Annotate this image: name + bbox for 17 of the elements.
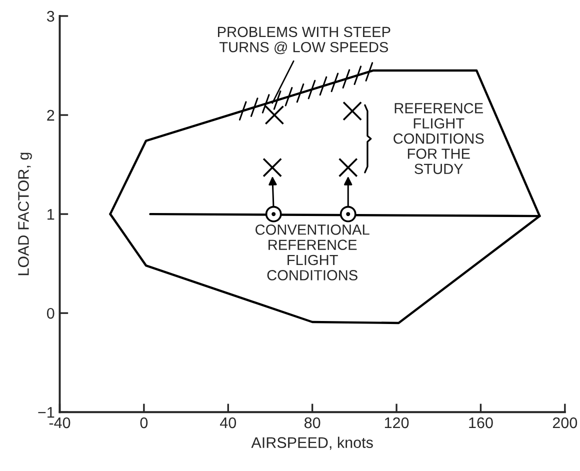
y-tick-label: 3: [46, 10, 54, 22]
x-axis-title: AIRSPEED, knots: [251, 436, 373, 450]
y-tick-label: 0: [46, 308, 54, 319]
y-tick-label: −1: [38, 407, 54, 418]
annotation: CONVENTIONAL REFERENCE FLIGHT CONDITIONS: [256, 224, 370, 280]
annotation: PROBLEMS WITH STEEP TURNS @ LOW SPEEDS: [218, 26, 390, 54]
x-tick-label: -40: [49, 417, 70, 428]
x-tick-label: 80: [304, 417, 320, 428]
y-tick-label: 2: [47, 110, 54, 121]
annotation: REFERENCE FLIGHT CONDITIONS FOR THE STUDY: [394, 103, 484, 174]
x-tick-label: 0: [140, 417, 148, 428]
y-tick-label: 1: [48, 209, 54, 220]
x-tick-label: 40: [220, 417, 236, 428]
x-tick-label: 120: [384, 417, 409, 428]
y-axis-title: LOAD FACTOR, g: [18, 152, 32, 276]
x-tick-label: 200: [552, 417, 578, 428]
x-tick-label: 160: [469, 417, 493, 428]
